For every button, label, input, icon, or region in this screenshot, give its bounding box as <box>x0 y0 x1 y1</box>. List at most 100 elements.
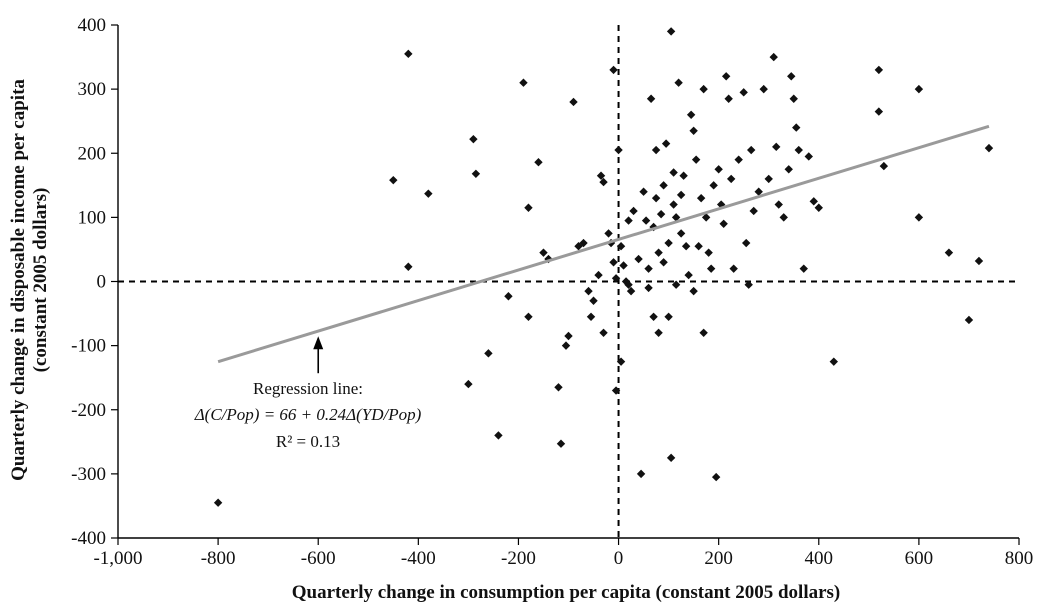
data-point <box>984 143 994 153</box>
data-point <box>556 439 566 448</box>
data-point <box>759 84 768 94</box>
y-axis-ticks: -400 -300 -200 -100 0 100 200 300 400 <box>71 15 118 549</box>
data-point <box>674 78 683 87</box>
data-point <box>616 242 626 251</box>
x-tick-label: 200 <box>704 548 733 569</box>
data-point <box>659 258 668 267</box>
data-point <box>569 97 578 107</box>
data-point <box>579 238 588 248</box>
data-point <box>739 88 748 97</box>
data-point <box>676 190 686 200</box>
data-point <box>964 315 974 325</box>
data-point <box>787 72 796 81</box>
data-point <box>944 248 954 257</box>
data-point <box>726 174 736 184</box>
data-point <box>686 110 696 119</box>
data-point <box>874 107 884 116</box>
data-point <box>676 229 686 238</box>
data-point <box>629 206 638 216</box>
data-point <box>669 200 678 209</box>
data-point <box>874 65 884 75</box>
y-tick-label: -400 <box>71 528 106 549</box>
y-tick-label: 0 <box>97 272 107 293</box>
data-point <box>589 296 598 305</box>
data-point <box>604 229 613 238</box>
data-point <box>596 171 606 180</box>
data-point <box>704 248 713 257</box>
y-axis-title-line-1: Quarterly change in disposable income pe… <box>8 79 29 481</box>
data-point <box>484 349 493 358</box>
data-point <box>646 94 656 103</box>
data-point <box>594 270 603 280</box>
data-point <box>681 242 691 251</box>
data-point <box>706 264 716 273</box>
data-point <box>599 328 608 337</box>
regression-equation: Δ(C/Pop) = 66 + 0.24Δ(YD/Pop) <box>194 405 422 424</box>
data-point <box>664 238 673 248</box>
data-point <box>609 65 618 75</box>
data-point <box>404 49 413 59</box>
data-point <box>649 312 658 321</box>
data-point <box>651 193 661 203</box>
annotation-arrow <box>313 336 324 374</box>
data-point <box>694 242 703 251</box>
data-point <box>619 261 628 270</box>
data-point <box>666 27 676 36</box>
data-point <box>611 386 621 395</box>
data-point <box>774 200 783 209</box>
data-point <box>213 498 223 507</box>
data-point <box>564 331 573 341</box>
scatter-points <box>213 27 994 507</box>
y-tick-label: -200 <box>71 400 106 421</box>
data-point <box>614 145 623 155</box>
data-point <box>734 155 743 164</box>
data-point <box>494 431 503 440</box>
data-point <box>721 72 731 81</box>
x-tick-label: -400 <box>401 548 436 569</box>
data-point <box>504 292 513 301</box>
data-point <box>696 193 706 203</box>
data-point <box>792 123 801 132</box>
x-tick-label: -600 <box>301 548 336 569</box>
data-point <box>974 256 984 266</box>
data-point <box>664 312 673 321</box>
data-point <box>644 264 653 273</box>
data-point <box>666 453 676 463</box>
data-point <box>584 286 593 296</box>
y-tick-label: 100 <box>78 207 107 228</box>
data-point <box>779 213 788 222</box>
data-point <box>671 213 681 222</box>
data-point <box>561 341 571 350</box>
data-point <box>424 189 433 198</box>
data-point <box>679 171 688 180</box>
data-point <box>879 161 889 171</box>
data-point <box>701 213 711 222</box>
data-point <box>524 312 533 321</box>
data-point <box>829 357 838 366</box>
data-point <box>809 197 818 206</box>
data-point <box>586 312 596 321</box>
y-tick-label: -100 <box>71 336 106 357</box>
data-point <box>524 203 533 212</box>
data-point <box>651 145 661 155</box>
data-point <box>644 283 653 293</box>
data-point <box>656 209 666 219</box>
data-point <box>519 78 528 87</box>
data-point <box>699 84 708 94</box>
data-point <box>784 165 793 174</box>
data-point <box>654 248 663 257</box>
data-point <box>611 274 621 283</box>
data-point <box>691 155 701 164</box>
x-tick-label: -1,000 <box>93 548 142 569</box>
data-point <box>744 280 753 289</box>
y-tick-label: 200 <box>78 143 107 164</box>
data-point <box>404 262 413 271</box>
data-point <box>754 187 763 196</box>
data-point <box>689 126 698 136</box>
x-tick-label: 800 <box>1005 548 1034 569</box>
data-point <box>616 357 626 366</box>
data-point <box>914 213 924 222</box>
data-point <box>764 174 773 184</box>
y-tick-label: 300 <box>78 79 107 100</box>
